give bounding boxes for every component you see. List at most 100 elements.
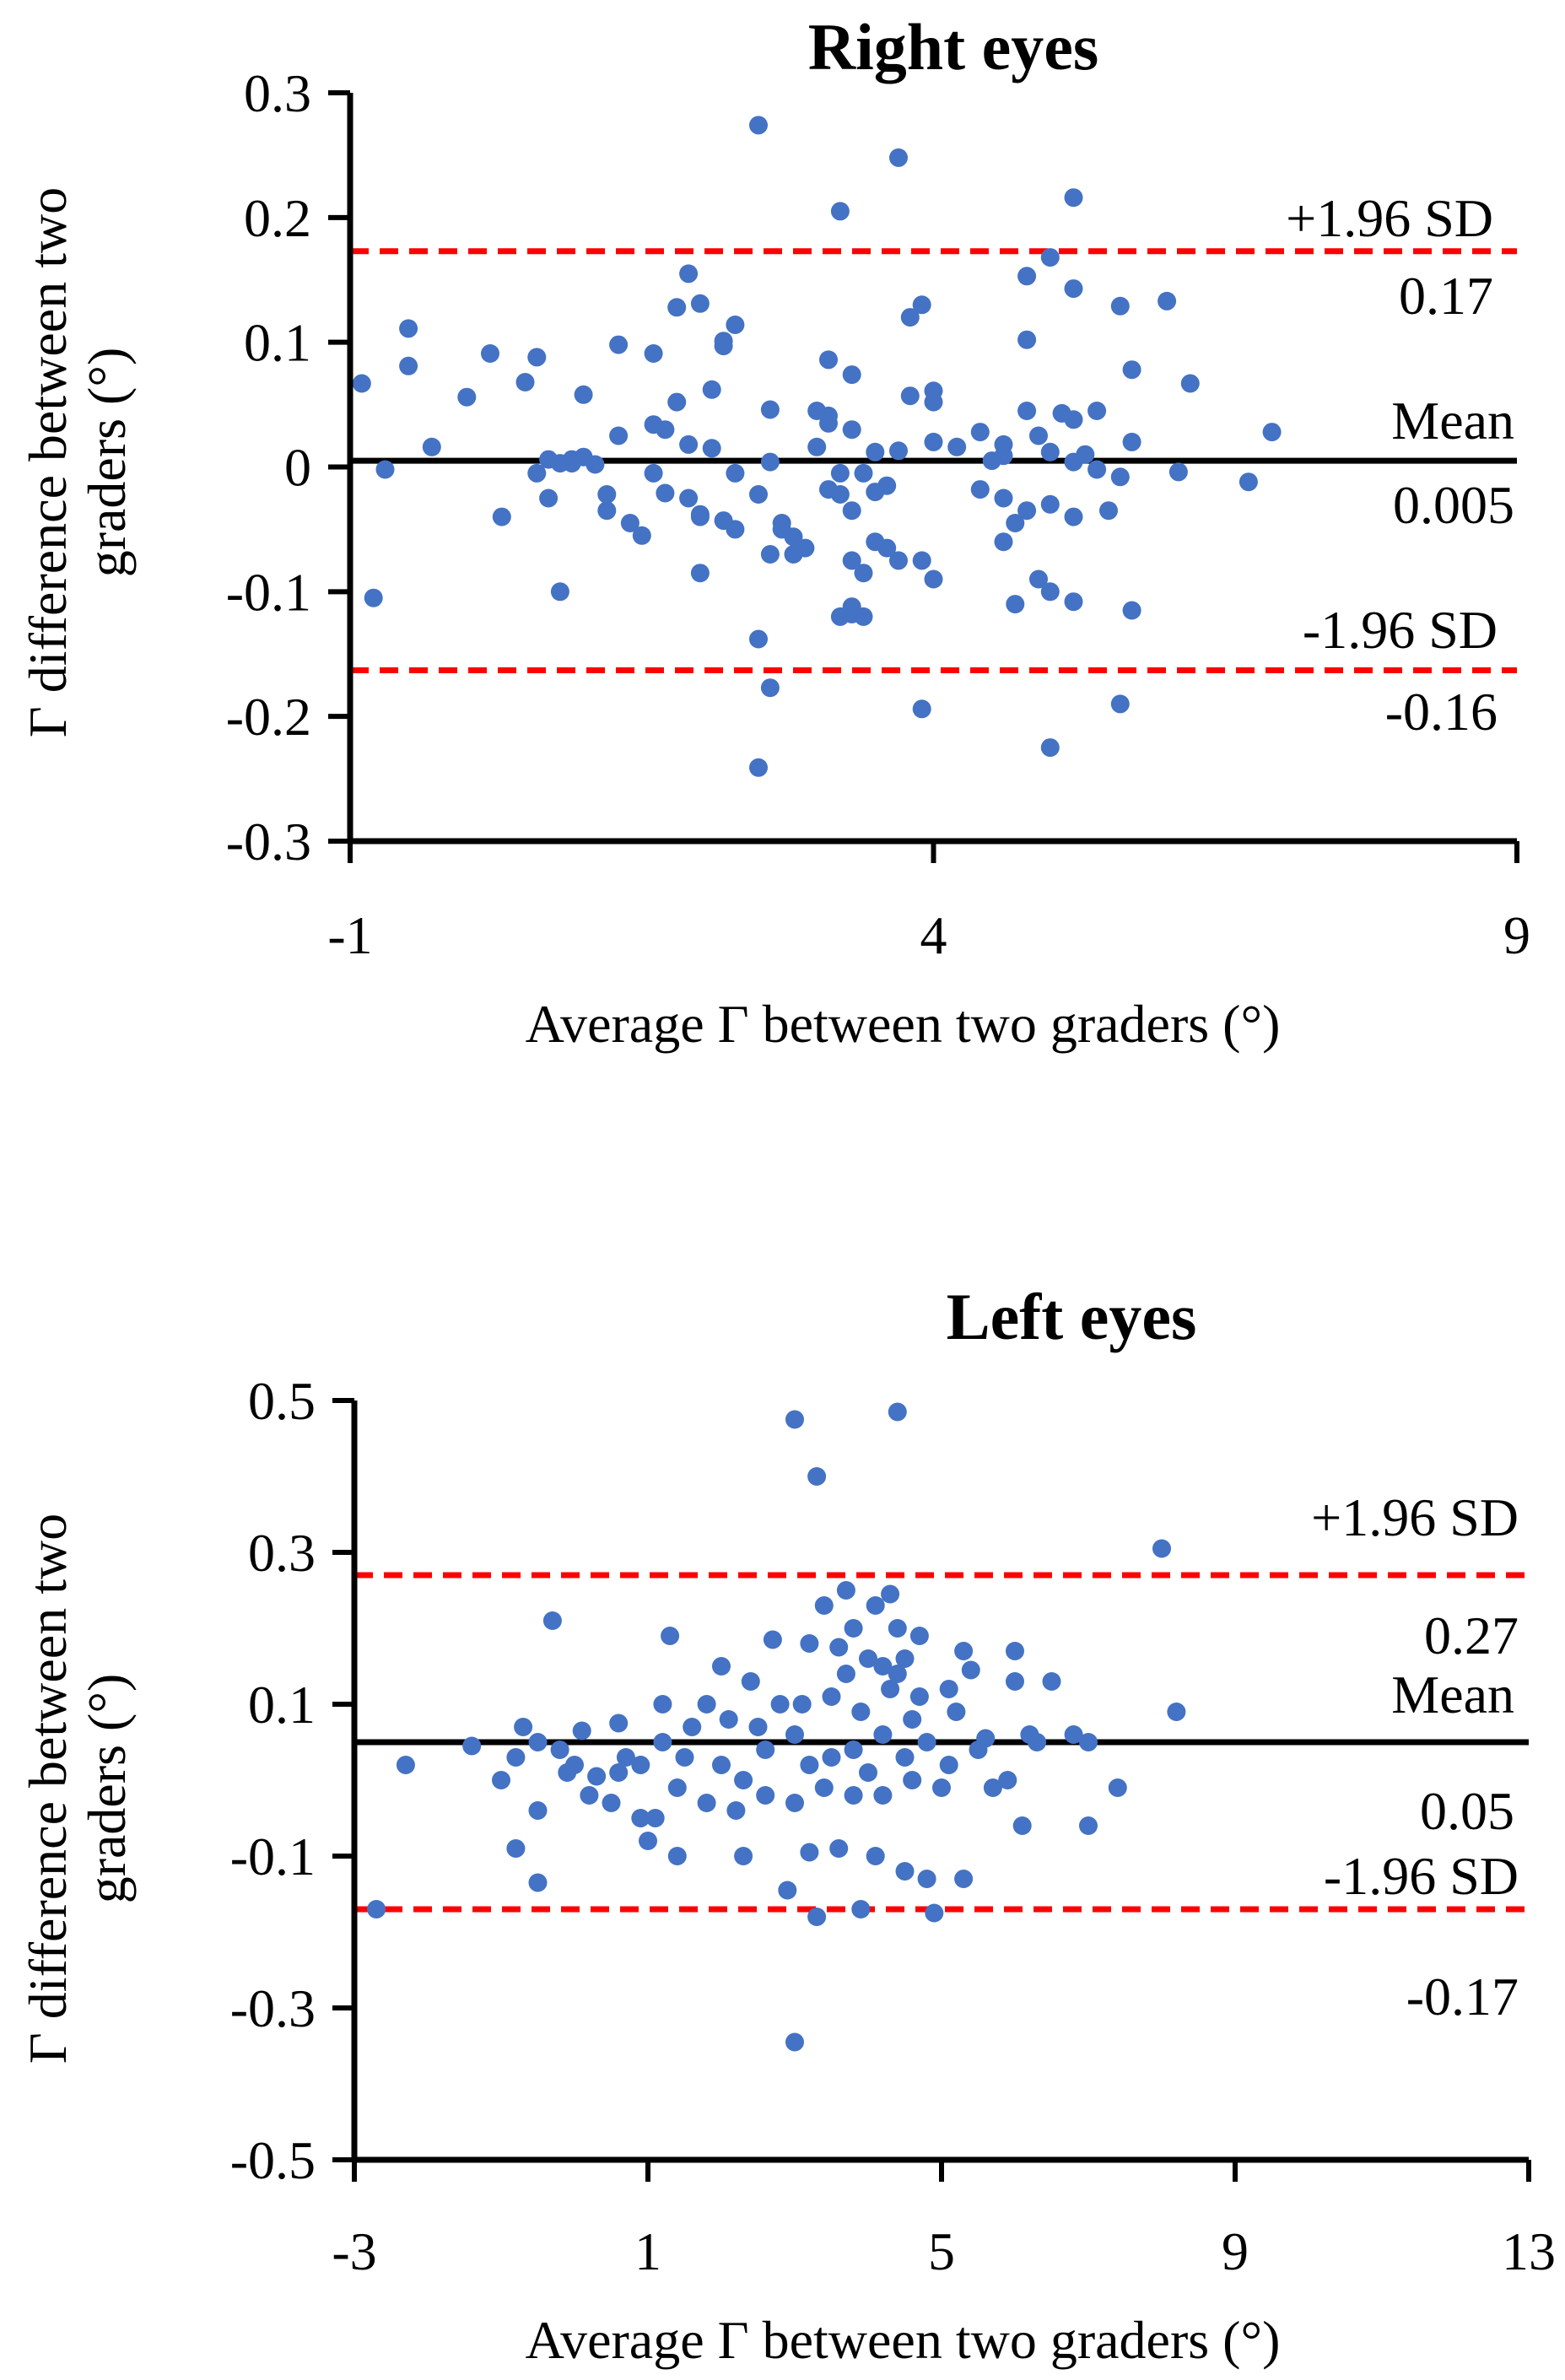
upper-limit-label: +1.96 SD <box>1311 1487 1519 1547</box>
y-axis-label: Γ difference between twograders (°) <box>18 1514 137 2064</box>
data-point <box>888 1619 907 1638</box>
lower-limit-value: -0.17 <box>1406 1967 1519 2027</box>
reference-line-labels: +1.96 SD 0.17 Mean 0.005 -1.96 SD -0.16 <box>1286 188 1514 742</box>
data-point <box>932 1778 951 1797</box>
data-point <box>457 387 477 407</box>
data-point <box>800 1756 819 1774</box>
x-ticks: -3 1 5 9 13 <box>332 2160 1556 2281</box>
data-point <box>1064 1725 1083 1744</box>
data-point <box>970 480 990 499</box>
data-point <box>888 1402 907 1422</box>
data-point <box>770 1695 790 1713</box>
data-point <box>873 1725 893 1744</box>
data-point <box>527 463 547 483</box>
data-point <box>1006 514 1025 532</box>
y-tick-label: -0.1 <box>226 562 311 622</box>
data-point <box>639 1832 657 1850</box>
data-point <box>888 1665 907 1683</box>
data-point <box>734 1847 753 1865</box>
data-point <box>528 1733 548 1751</box>
data-point <box>830 485 850 504</box>
data-point <box>539 488 559 508</box>
data-point <box>917 1870 936 1888</box>
data-point <box>1017 267 1037 286</box>
mean-label: Mean <box>1391 1665 1514 1724</box>
data-point <box>690 564 710 583</box>
data-point <box>1029 569 1048 589</box>
data-point <box>1006 1642 1024 1660</box>
data-point <box>562 454 581 473</box>
data-point <box>983 1778 1002 1797</box>
data-point <box>367 1900 386 1919</box>
data-point <box>772 520 791 539</box>
data-point <box>842 551 861 570</box>
data-point <box>1020 1725 1039 1744</box>
data-point <box>1017 402 1037 420</box>
data-point <box>1012 1816 1032 1835</box>
data-point <box>866 1847 885 1865</box>
data-point <box>954 1642 974 1660</box>
data-point <box>1110 467 1130 487</box>
data-point <box>912 551 931 570</box>
data-point <box>667 392 687 412</box>
data-point <box>970 423 990 442</box>
data-point <box>889 148 908 167</box>
data-point <box>399 319 418 338</box>
data-point <box>632 526 651 545</box>
axes <box>347 93 1517 845</box>
data-point <box>912 295 931 315</box>
data-point <box>1076 445 1095 464</box>
data-point <box>785 1410 804 1429</box>
data-point <box>1040 582 1060 602</box>
data-point <box>1006 595 1025 614</box>
data-point <box>1064 507 1083 526</box>
data-point <box>653 1733 672 1751</box>
data-point <box>528 1801 548 1820</box>
data-point <box>842 597 861 617</box>
data-point <box>675 1748 694 1767</box>
data-point <box>587 1767 607 1786</box>
data-point <box>1040 494 1060 514</box>
data-point <box>800 1634 819 1653</box>
y-tick-label: 0 <box>284 438 311 498</box>
data-point <box>712 1756 731 1774</box>
data-point <box>836 1665 855 1683</box>
upper-limit-label: +1.96 SD <box>1286 188 1493 248</box>
data-point <box>492 507 511 526</box>
y-ticks: -0.3 -0.2 -0.1 0 0.1 0.2 0.3 <box>226 63 350 872</box>
data-point <box>1158 291 1177 310</box>
data-point <box>994 488 1013 508</box>
data-point <box>645 1809 665 1827</box>
data-point <box>829 1638 849 1657</box>
x-tick-label: 5 <box>928 2221 955 2281</box>
data-point <box>842 501 861 521</box>
data-point <box>667 1778 687 1797</box>
data-point <box>656 483 675 503</box>
data-point <box>597 501 617 521</box>
data-point <box>873 1657 893 1676</box>
data-point <box>572 1721 591 1740</box>
y-tick-label: 0.1 <box>248 1675 316 1735</box>
y-axis-label-line-1: Γ difference between two <box>18 1514 78 2064</box>
data-point <box>741 1672 760 1691</box>
data-point <box>609 426 629 445</box>
y-tick-label: 0.2 <box>244 188 311 248</box>
data-point <box>702 439 721 458</box>
data-point <box>800 1843 819 1862</box>
data-point <box>819 350 838 370</box>
data-point <box>726 463 745 483</box>
y-tick-label: -0.3 <box>230 1978 316 2038</box>
data-point <box>939 1680 958 1698</box>
data-point <box>702 380 721 399</box>
lower-limit-value: -0.16 <box>1385 682 1498 742</box>
data-point <box>1017 330 1037 349</box>
y-tick-label: 0.3 <box>248 1523 316 1583</box>
data-point <box>679 434 699 454</box>
data-point <box>462 1736 482 1756</box>
data-point <box>528 1873 548 1892</box>
data-point <box>726 520 745 539</box>
data-point <box>844 1740 863 1759</box>
data-point <box>1079 1733 1098 1751</box>
